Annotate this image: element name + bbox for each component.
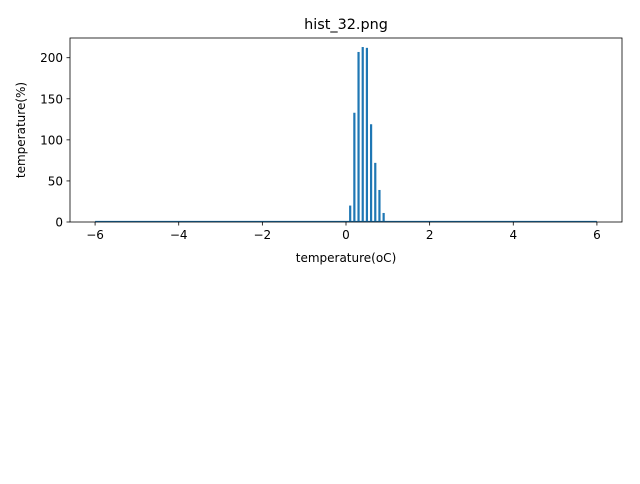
histogram-bar xyxy=(361,47,364,223)
chart-title: hist_32.png xyxy=(304,17,388,33)
y-tick-label: 100 xyxy=(40,133,63,147)
y-tick-label: 200 xyxy=(40,51,63,65)
y-tick-label: 150 xyxy=(40,92,63,106)
x-tick-label: −6 xyxy=(86,228,104,242)
y-tick-label: 0 xyxy=(55,216,63,230)
histogram-bar xyxy=(378,189,381,222)
y-tick-label: 50 xyxy=(48,174,63,188)
histogram-bar xyxy=(369,124,373,222)
x-tick-label: −4 xyxy=(170,228,188,242)
x-tick-label: 6 xyxy=(593,228,601,242)
axes-layer: −6 −4 −2 0 2 4 6 0 50 100 150 200 xyxy=(40,37,623,242)
histogram-bar xyxy=(382,212,385,222)
histogram-bar xyxy=(353,112,356,222)
y-axis-label: temperature(%) xyxy=(14,82,28,178)
bars-layer xyxy=(95,47,597,223)
histogram-bar xyxy=(357,51,360,222)
x-tick-label: 0 xyxy=(342,228,350,242)
histogram-bar xyxy=(349,205,352,222)
histogram-bar xyxy=(374,162,377,222)
histogram-bar xyxy=(365,47,369,222)
x-tick-label: 4 xyxy=(509,228,517,242)
x-tick-label: 2 xyxy=(426,228,434,242)
x-axis-label: temperature(oC) xyxy=(296,251,397,265)
x-tick-label: −2 xyxy=(254,228,272,242)
